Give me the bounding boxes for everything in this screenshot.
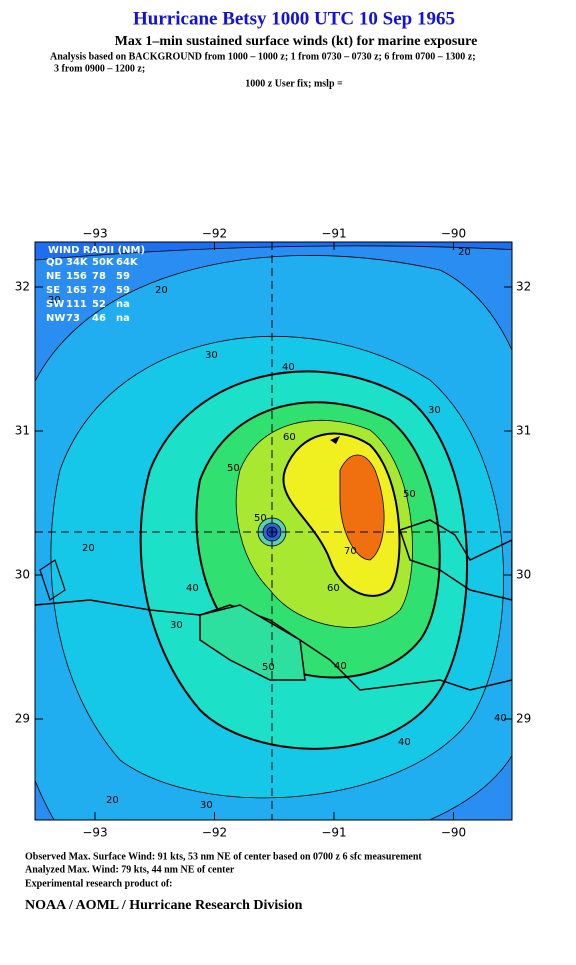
contour-label: 20 (82, 543, 95, 554)
contour-label: 60 (327, 583, 340, 594)
wind-radii-cell: 79 (92, 285, 106, 296)
contour-label: 20 (106, 795, 119, 806)
contour-label: 50 (227, 463, 240, 474)
contour-label: 30 (205, 350, 218, 361)
fix-line: 1000 z User fix; mslp = (245, 78, 343, 89)
lon-tick-label: −90 (441, 227, 466, 241)
lon-tick-label: −92 (202, 227, 227, 241)
wind-radii-cell: 52 (92, 299, 106, 310)
lon-tick-label: −90 (441, 826, 466, 840)
lat-tick-label: 32 (15, 280, 30, 294)
title: Hurricane Betsy 1000 UTC 10 Sep 1965 (133, 8, 455, 29)
contour-label: 50 (262, 662, 275, 673)
contour-label: 30 (200, 800, 213, 811)
footer-org: NOAA / AOML / Hurricane Research Divisio… (25, 898, 303, 913)
wind-radii-title: WIND RADII (NM) (48, 245, 145, 256)
wind-radii-cell: 73 (66, 313, 80, 324)
lat-tick-label: 32 (516, 280, 531, 294)
wind-radii-header: QD (46, 257, 63, 268)
lon-tick-label: −92 (202, 826, 227, 840)
lat-tick-label: 29 (516, 712, 531, 726)
contour-label: 30 (428, 405, 441, 416)
contour-label: 20 (48, 295, 61, 306)
footer-line: Experimental research product of: (25, 878, 172, 889)
wind-radii-table: WIND RADII (NM) QD 34K 50K 64K NE 156 78 59 SE 16… (46, 245, 145, 324)
wind-radii-cell: na (116, 299, 130, 310)
contour-label: 40 (186, 583, 199, 594)
contour-label: 30 (170, 620, 183, 631)
wind-radii-cell: na (116, 313, 130, 324)
wind-radii-cell: NE (46, 271, 61, 282)
analysis-line: 3 from 0900 – 1200 z; (54, 63, 145, 74)
wind-radii-cell: 59 (116, 271, 130, 282)
lon-tick-label: −91 (321, 227, 346, 241)
map-frame (34, 241, 513, 821)
lon-tick-label: −93 (82, 826, 107, 840)
contour-label: 20 (458, 247, 471, 258)
analysis-line: Analysis based on BACKGROUND from 1000 –… (50, 51, 476, 62)
contour-label: 40 (494, 713, 507, 724)
contour-label: 20 (155, 285, 168, 296)
contour-label: 50 (254, 513, 267, 524)
wind-radii-cell: 59 (116, 285, 130, 296)
contour-label: 40 (398, 737, 411, 748)
axis-ticks: −93 −93 −92 −92 −91 −91 −90 −90 32 32 31 31 30 30 29 29 (15, 227, 532, 840)
lon-tick-label: −93 (82, 227, 107, 241)
wind-radii-header: 50K (92, 257, 115, 268)
wind-radii-header: 34K (66, 257, 89, 268)
contour-label: 40 (334, 661, 347, 672)
wind-radii-cell: SW (46, 299, 64, 310)
lat-tick-label: 30 (516, 568, 531, 582)
footer-line: Observed Max. Surface Wind: 91 kts, 53 n… (25, 851, 422, 862)
wind-radii-cell: 46 (92, 313, 106, 324)
contour-label: 50 (403, 489, 416, 500)
wind-radii-header: 64K (116, 257, 139, 268)
subtitle: Max 1–min sustained surface winds (kt) f… (115, 34, 478, 49)
contour-label: 60 (283, 432, 296, 443)
wind-radii-cell: 156 (66, 271, 87, 282)
wind-radii-cell: 111 (66, 299, 87, 310)
wind-radii-cell: NW (46, 313, 65, 324)
wind-field (35, 242, 512, 820)
lat-tick-label: 30 (15, 568, 30, 582)
lat-tick-label: 31 (15, 424, 30, 438)
footer-line: Analyzed Max. Wind: 79 kts, 44 nm NE of … (25, 864, 235, 875)
contour-label: 40 (282, 362, 295, 373)
contour-label: 70 (344, 546, 357, 557)
lat-tick-label: 31 (516, 424, 531, 438)
wind-radii-cell: 165 (66, 285, 87, 296)
lat-tick-label: 29 (15, 712, 30, 726)
lon-tick-label: −91 (321, 826, 346, 840)
wind-radii-cell: 78 (92, 271, 106, 282)
wind-radii-cell: SE (46, 285, 60, 296)
